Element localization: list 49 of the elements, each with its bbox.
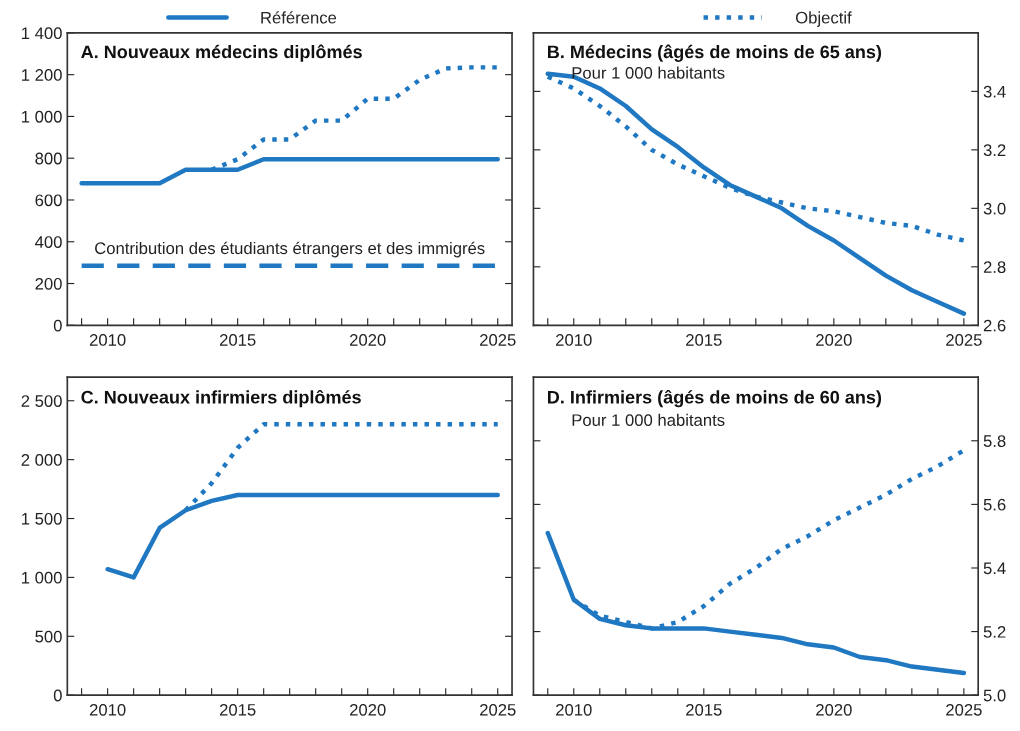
x-tick-label: 2010 [89, 703, 126, 716]
y-tick-label: 1 000 [22, 571, 62, 584]
x-tick-label: 2025 [480, 334, 516, 346]
x-tick-label: 2025 [946, 334, 982, 346]
y-tick-label: 1 000 [22, 110, 62, 123]
x-tick-label: 2020 [816, 703, 852, 716]
y-tick-label: 2.8 [983, 261, 1006, 274]
text: B. Médecins (âgés de moins de 65 ans) [548, 44, 882, 62]
legend-label: Référence [261, 11, 337, 24]
y-tick-label: 400 [35, 236, 62, 248]
text: Pour 1 000 habitants [572, 66, 725, 79]
text: A. Nouveaux médecins diplômés [81, 44, 362, 62]
y-tick-label: 2.6 [983, 319, 1006, 332]
y-tick-label: 1 200 [22, 69, 62, 81]
x-tick-label: 2025 [480, 703, 516, 716]
x-tick-label: 2020 [350, 703, 386, 716]
text: C. Nouveaux infirmiers diplômés [81, 389, 361, 408]
x-tick-label: 2020 [816, 334, 852, 346]
legend-label: Objectif [795, 11, 852, 27]
y-tick-label: 2 500 [21, 395, 62, 407]
x-tick-label: 2015 [686, 334, 722, 346]
y-tick-label: 1 500 [22, 512, 62, 525]
x-tick-label: 2015 [219, 334, 256, 346]
y-tick-label: 5.8 [983, 435, 1006, 447]
text: D. Infirmiers (âgés de moins de 60 ans) [548, 389, 882, 408]
y-tick-label: 3.4 [983, 85, 1006, 98]
x-tick-label: 2020 [350, 334, 386, 346]
x-tick-label: 2015 [686, 703, 722, 716]
y-tick-label: 600 [35, 194, 62, 207]
y-tick-label: 200 [35, 277, 62, 290]
x-tick-label: 2010 [556, 703, 592, 716]
x-tick-label: 2025 [946, 703, 982, 716]
text: Pour 1 000 habitants [572, 413, 725, 427]
y-tick-label: 1 400 [22, 27, 62, 40]
y-tick-label: 5.6 [983, 498, 1006, 511]
y-tick-label: 500 [35, 630, 62, 643]
x-tick-label: 2010 [89, 334, 126, 346]
y-tick-label: 2 000 [21, 454, 62, 466]
y-tick-label: 800 [35, 152, 62, 165]
y-tick-label: 5.0 [983, 689, 1006, 702]
x-tick-label: 2015 [219, 703, 256, 716]
y-tick-label: 5.4 [983, 562, 1006, 575]
y-tick-label: 0 [53, 689, 62, 702]
annotation: Contribution des étudiants étrangers et des immigrés [95, 241, 485, 258]
y-tick-label: 5.2 [983, 625, 1006, 638]
y-tick-label: 0 [53, 319, 62, 332]
x-tick-label: 2010 [556, 334, 592, 346]
y-tick-label: 3.0 [983, 202, 1006, 215]
y-tick-label: 3.2 [983, 144, 1006, 157]
